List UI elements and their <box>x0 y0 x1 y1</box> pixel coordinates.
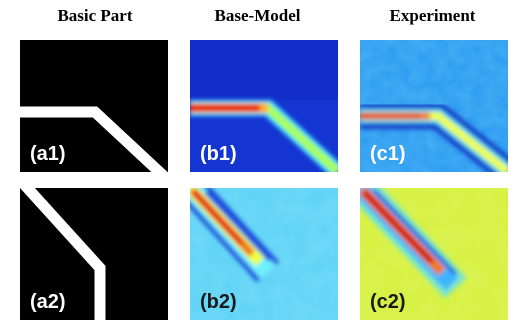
basic-part-1-image <box>20 40 168 172</box>
experiment-heatmap-2 <box>360 188 508 320</box>
basic-part-2-image <box>20 188 168 320</box>
column-header-base-model: Base-Model <box>214 6 301 25</box>
panel-a2-basic-part: (a2) <box>20 188 168 320</box>
panel-label-c1: (c1) <box>370 143 406 165</box>
experiment-heatmap-1 <box>360 40 508 172</box>
panel-b2-base-model: (b2) <box>190 188 338 320</box>
panel-label-a1: (a1) <box>30 143 66 165</box>
panel-label-b1: (b1) <box>200 143 237 165</box>
panel-a1-basic-part: (a1) <box>20 40 168 172</box>
panel-label-b2: (b2) <box>200 291 237 313</box>
base-model-heatmap-1 <box>190 40 338 172</box>
panel-label-c2: (c2) <box>370 291 406 313</box>
column-header-basic-part: Basic Part <box>57 6 133 25</box>
panel-c2-experiment: (c2) <box>360 188 508 320</box>
panel-label-a2: (a2) <box>30 291 66 313</box>
base-model-heatmap-2 <box>190 188 338 320</box>
column-header-experiment: Experiment <box>389 6 476 25</box>
panel-b1-base-model: (b1) <box>190 40 338 172</box>
panel-c1-experiment: (c1) <box>360 40 508 172</box>
